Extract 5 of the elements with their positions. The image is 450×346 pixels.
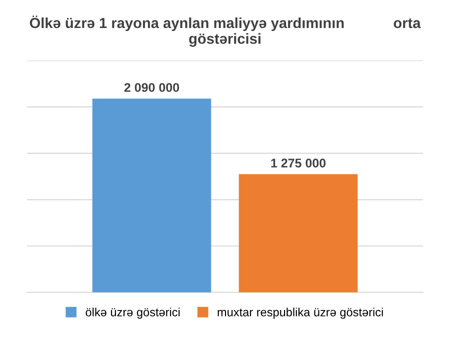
data-label: 2 090 000: [124, 83, 180, 92]
chart-title: Ölkə üzrə 1 rayona aynlan maliyyə yardımının orta göstəricisi: [30, 16, 421, 47]
legend-label: muxtar respublika üzrə göstərici: [218, 308, 383, 319]
legend-label: ölkə üzrə göstərici: [86, 308, 180, 319]
data-label: 1 275 000: [271, 158, 326, 168]
